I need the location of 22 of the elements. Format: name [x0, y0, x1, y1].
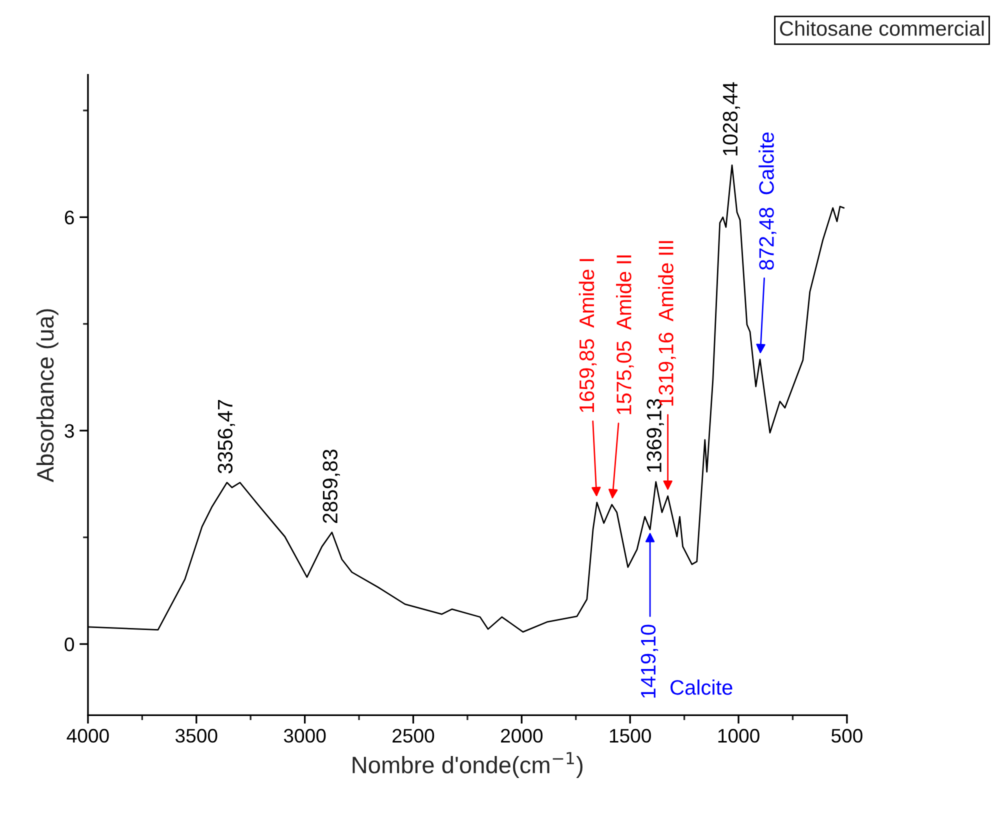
y-tick-label: 0: [64, 638, 74, 652]
y-axis-title: Absorbance (ua): [36, 309, 58, 482]
x-tick-label: 2500: [392, 728, 434, 743]
x-tick-label: 3000: [284, 728, 326, 743]
annotation: 3356,47: [218, 400, 236, 474]
annotation: 2859,83: [322, 450, 340, 523]
x-tick-label: 2000: [501, 728, 543, 743]
annotation: 1419,10: [640, 624, 658, 698]
x-tick-label: 500: [832, 728, 862, 743]
x-tick-label: 1000: [718, 728, 760, 743]
annotation: 1575,05 Amide II: [616, 255, 634, 414]
annotation: 1659,85 Amide I: [578, 259, 597, 412]
annotation: 1028,44: [722, 82, 740, 156]
annotation: 872,48 Calcite: [758, 132, 776, 270]
y-tick-label: 3: [64, 424, 74, 438]
x-tick-label: 1500: [610, 728, 651, 743]
x-tick-label: 3500: [176, 728, 218, 743]
y-tick-label: 6: [64, 210, 74, 224]
x-axis-title: Nombre d'onde(cm$^{−1}$): [352, 752, 582, 778]
chart-title: Chitosane commercial: [780, 20, 984, 36]
x-tick-label: 4000: [66, 728, 109, 743]
annotation: Calcite: [670, 680, 732, 695]
